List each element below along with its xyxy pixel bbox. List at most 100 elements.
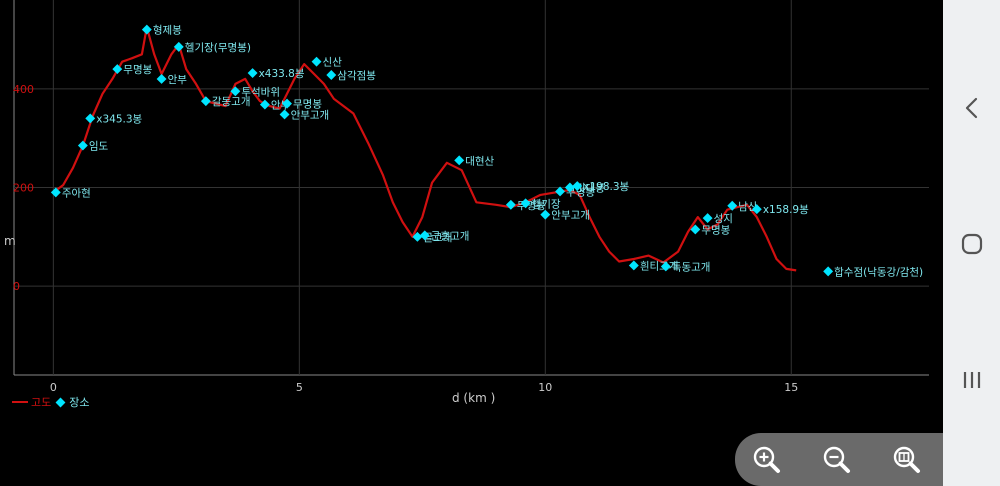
- x-tick-label: 10: [538, 381, 552, 394]
- place-marker-label: 흰티고개: [640, 260, 679, 272]
- place-marker-label: 삼각점봉: [337, 70, 376, 82]
- place-marker-label: 군흥고개: [431, 229, 470, 242]
- place-marker[interactable]: 골고개: [412, 232, 452, 244]
- place-marker-label: 무명봉: [701, 224, 730, 236]
- place-marker[interactable]: 성지: [702, 213, 733, 225]
- place-marker-diamond: [173, 41, 184, 52]
- place-marker[interactable]: 무명봉: [112, 64, 153, 76]
- place-marker[interactable]: 투석바위: [230, 85, 280, 98]
- x-axis-title: d (km ): [452, 391, 496, 405]
- grid-lines: [13, 0, 929, 376]
- place-marker[interactable]: 깃대봉: [564, 183, 605, 195]
- place-marker-diamond: [311, 56, 322, 67]
- place-marker-diamond: [690, 224, 701, 235]
- place-marker-diamond: [660, 261, 671, 272]
- zoom-in-button[interactable]: [748, 441, 786, 479]
- elevation-series: [52, 26, 797, 272]
- zoom-out-icon: [823, 446, 850, 473]
- zoom-in-icon: [753, 446, 780, 473]
- place-marker[interactable]: 신산: [311, 56, 343, 69]
- y-axis-title: m: [4, 234, 16, 248]
- zoom-fit-icon: [893, 446, 920, 473]
- place-marker[interactable]: 삼각점봉: [326, 70, 376, 82]
- place-marker-label: 깃대봉: [576, 183, 605, 195]
- place-marker-label: 신산: [323, 57, 343, 69]
- y-tick-label: 200: [13, 182, 34, 195]
- place-marker[interactable]: 남산: [727, 201, 758, 213]
- place-marker-diamond: [85, 113, 96, 124]
- place-marker-label: 헬기장: [532, 198, 561, 210]
- place-marker[interactable]: 헬기장(무명봉): [173, 41, 251, 54]
- home-icon: [961, 233, 982, 255]
- place-marker-label: x158.9봉: [763, 204, 809, 216]
- y-tick-labels: 0 200 400: [13, 83, 34, 293]
- place-marker[interactable]: 무명봉: [690, 224, 731, 236]
- place-marker[interactable]: 갈동고개: [200, 95, 251, 108]
- place-marker[interactable]: 무명봉: [555, 186, 595, 198]
- place-marker-label: 합수점(낙동강/감천): [834, 266, 923, 278]
- place-marker-label: x433.8봉: [259, 68, 305, 80]
- legend-altitude-label: 고도: [31, 396, 52, 409]
- place-marker[interactable]: x345.3봉: [85, 113, 143, 125]
- place-marker-label: 투석바위: [241, 85, 280, 98]
- place-marker-label: 안부고개: [551, 210, 590, 222]
- recents-button[interactable]: [943, 350, 1000, 410]
- place-marker-diamond: [505, 199, 516, 210]
- place-marker-diamond: [77, 140, 88, 151]
- place-marker[interactable]: 헬기장: [520, 198, 561, 210]
- home-button[interactable]: [943, 214, 1000, 274]
- place-marker-diamond: [412, 231, 423, 242]
- place-marker[interactable]: x198.3봉: [572, 181, 630, 193]
- back-icon: [965, 97, 977, 119]
- elevation-line: [52, 26, 797, 272]
- legend-place-label: 장소: [69, 396, 90, 409]
- place-marker-diamond: [540, 209, 551, 220]
- place-marker-diamond: [230, 86, 241, 97]
- place-marker-diamond: [702, 213, 713, 224]
- place-marker-label: 주아현: [62, 187, 91, 199]
- place-marker-diamond: [727, 200, 738, 211]
- place-marker-diamond: [50, 187, 61, 198]
- place-marker-diamond: [200, 96, 211, 107]
- place-marker[interactable]: 안부: [156, 74, 188, 86]
- back-button[interactable]: [943, 78, 1000, 138]
- zoom-fit-button[interactable]: [888, 441, 926, 479]
- place-marker-diamond: [520, 198, 531, 209]
- place-marker[interactable]: 안부고개: [540, 210, 590, 222]
- place-marker[interactable]: 주아현: [50, 187, 91, 199]
- place-marker[interactable]: 군흥고개: [419, 229, 470, 242]
- place-marker-label: 골고개: [423, 232, 452, 244]
- place-marker-diamond: [572, 181, 583, 191]
- place-markers: 주아현임도x345.3봉무명봉형제봉안부헬기장(무명봉)갈동고개투석바위x433…: [50, 24, 923, 278]
- place-marker[interactable]: 대현산: [454, 155, 495, 167]
- place-marker[interactable]: 임도: [77, 140, 109, 153]
- place-marker-diamond: [141, 24, 152, 35]
- place-marker[interactable]: 독동고개: [660, 261, 711, 273]
- place-marker-label: x345.3봉: [96, 113, 142, 125]
- place-marker[interactable]: 합수점(낙동강/감천): [823, 266, 923, 278]
- place-marker-label: 헬기장(무명봉): [185, 42, 251, 54]
- place-marker-diamond: [555, 186, 565, 197]
- place-marker-label: 형제봉: [153, 25, 182, 37]
- place-marker-label: 무명봉: [123, 64, 152, 76]
- place-marker[interactable]: 형제봉: [141, 24, 182, 37]
- x-tick-label: 5: [296, 381, 303, 394]
- recents-icon: [963, 372, 980, 388]
- place-marker-label: 무명봉: [566, 186, 595, 198]
- system-navigation-bar: [943, 0, 1000, 486]
- place-marker-label: 무명봉: [293, 99, 322, 111]
- place-marker[interactable]: x158.9봉: [751, 204, 809, 216]
- zoom-out-button[interactable]: [818, 441, 856, 479]
- place-marker-label: 임도: [89, 140, 109, 153]
- place-marker-label: 안부고개: [291, 109, 330, 121]
- elevation-chart[interactable]: 0 200 400 0 5 10 15 주아현 임도 x345.3봉 무명봉 형제봉 안부 헬기장(무…: [0, 0, 943, 486]
- place-marker-diamond: [247, 68, 258, 78]
- place-marker-diamond: [628, 260, 639, 271]
- place-marker[interactable]: x433.8봉: [247, 68, 305, 80]
- place-marker[interactable]: 흰티고개: [628, 260, 679, 272]
- y-tick-label: 0: [13, 280, 20, 293]
- place-marker-label: 대현산: [465, 155, 494, 167]
- place-marker-label: 독동고개: [672, 261, 711, 273]
- place-marker-diamond: [751, 204, 762, 215]
